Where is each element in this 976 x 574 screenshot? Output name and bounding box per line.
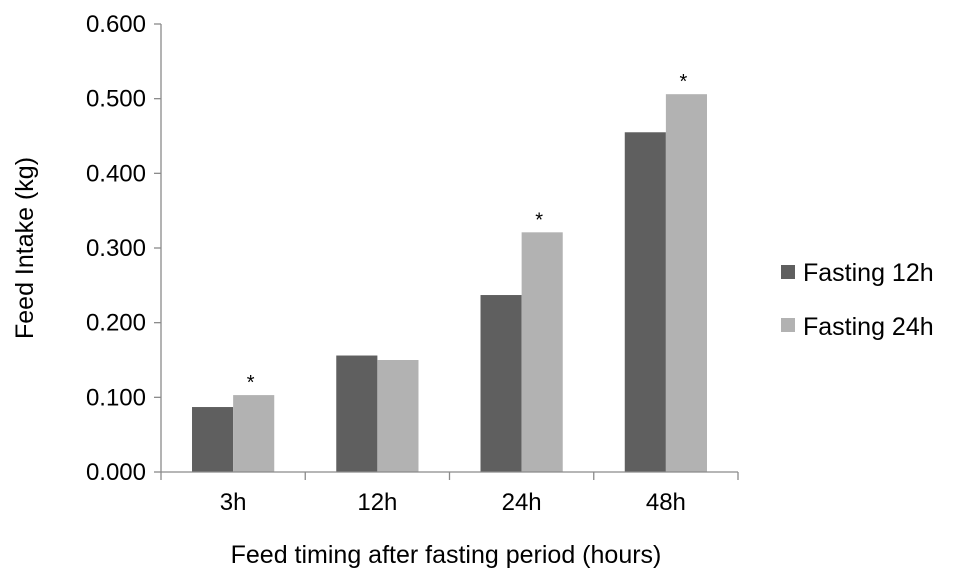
y-axis: 0.000 0.100 0.200 0.300 0.400 0.500 0.600 xyxy=(86,11,162,486)
x-tick-label: 24h xyxy=(502,489,542,516)
x-tick-label: 3h xyxy=(220,489,247,516)
bars-layer xyxy=(192,94,707,472)
legend-label-fasting-24h: Fasting 24h xyxy=(803,313,934,341)
bar-fasting-24h-48h xyxy=(665,94,707,472)
legend-label-fasting-12h: Fasting 12h xyxy=(803,259,934,287)
y-tick-label: 0.600 xyxy=(86,11,146,38)
bar-fasting-12h-3h xyxy=(192,407,234,472)
legend: Fasting 12h Fasting 24h xyxy=(781,259,934,341)
bar-fasting-12h-12h xyxy=(336,355,378,472)
y-tick-label: 0.100 xyxy=(86,384,146,411)
bar-fasting-12h-48h xyxy=(624,132,666,472)
bar-fasting-12h-24h xyxy=(480,295,522,472)
legend-swatch-fasting-12h xyxy=(781,265,795,279)
legend-swatch-fasting-24h xyxy=(781,318,795,332)
bar-fasting-24h-24h xyxy=(521,232,563,472)
y-tick-label: 0.200 xyxy=(86,310,146,337)
legend-item-fasting-12h: Fasting 12h xyxy=(781,259,934,287)
bar-fasting-24h-12h xyxy=(377,360,419,472)
x-axis-title: Feed timing after fasting period (hours) xyxy=(231,541,662,569)
significance-star: * xyxy=(535,209,543,231)
y-tick-label: 0.000 xyxy=(86,459,146,486)
y-tick-label: 0.300 xyxy=(86,235,146,262)
x-axis: 3h 12h 24h 48h xyxy=(160,471,739,516)
y-axis-title: Feed Intake (kg) xyxy=(11,157,39,339)
significance-markers: * * * xyxy=(247,71,688,394)
significance-star: * xyxy=(247,372,255,394)
x-tick-label: 48h xyxy=(646,489,686,516)
significance-star: * xyxy=(680,71,688,93)
y-tick-label: 0.400 xyxy=(86,160,146,187)
y-tick-label: 0.500 xyxy=(86,86,146,113)
bar-fasting-24h-3h xyxy=(233,395,275,472)
legend-item-fasting-24h: Fasting 24h xyxy=(781,313,934,341)
x-tick-label: 12h xyxy=(357,489,397,516)
